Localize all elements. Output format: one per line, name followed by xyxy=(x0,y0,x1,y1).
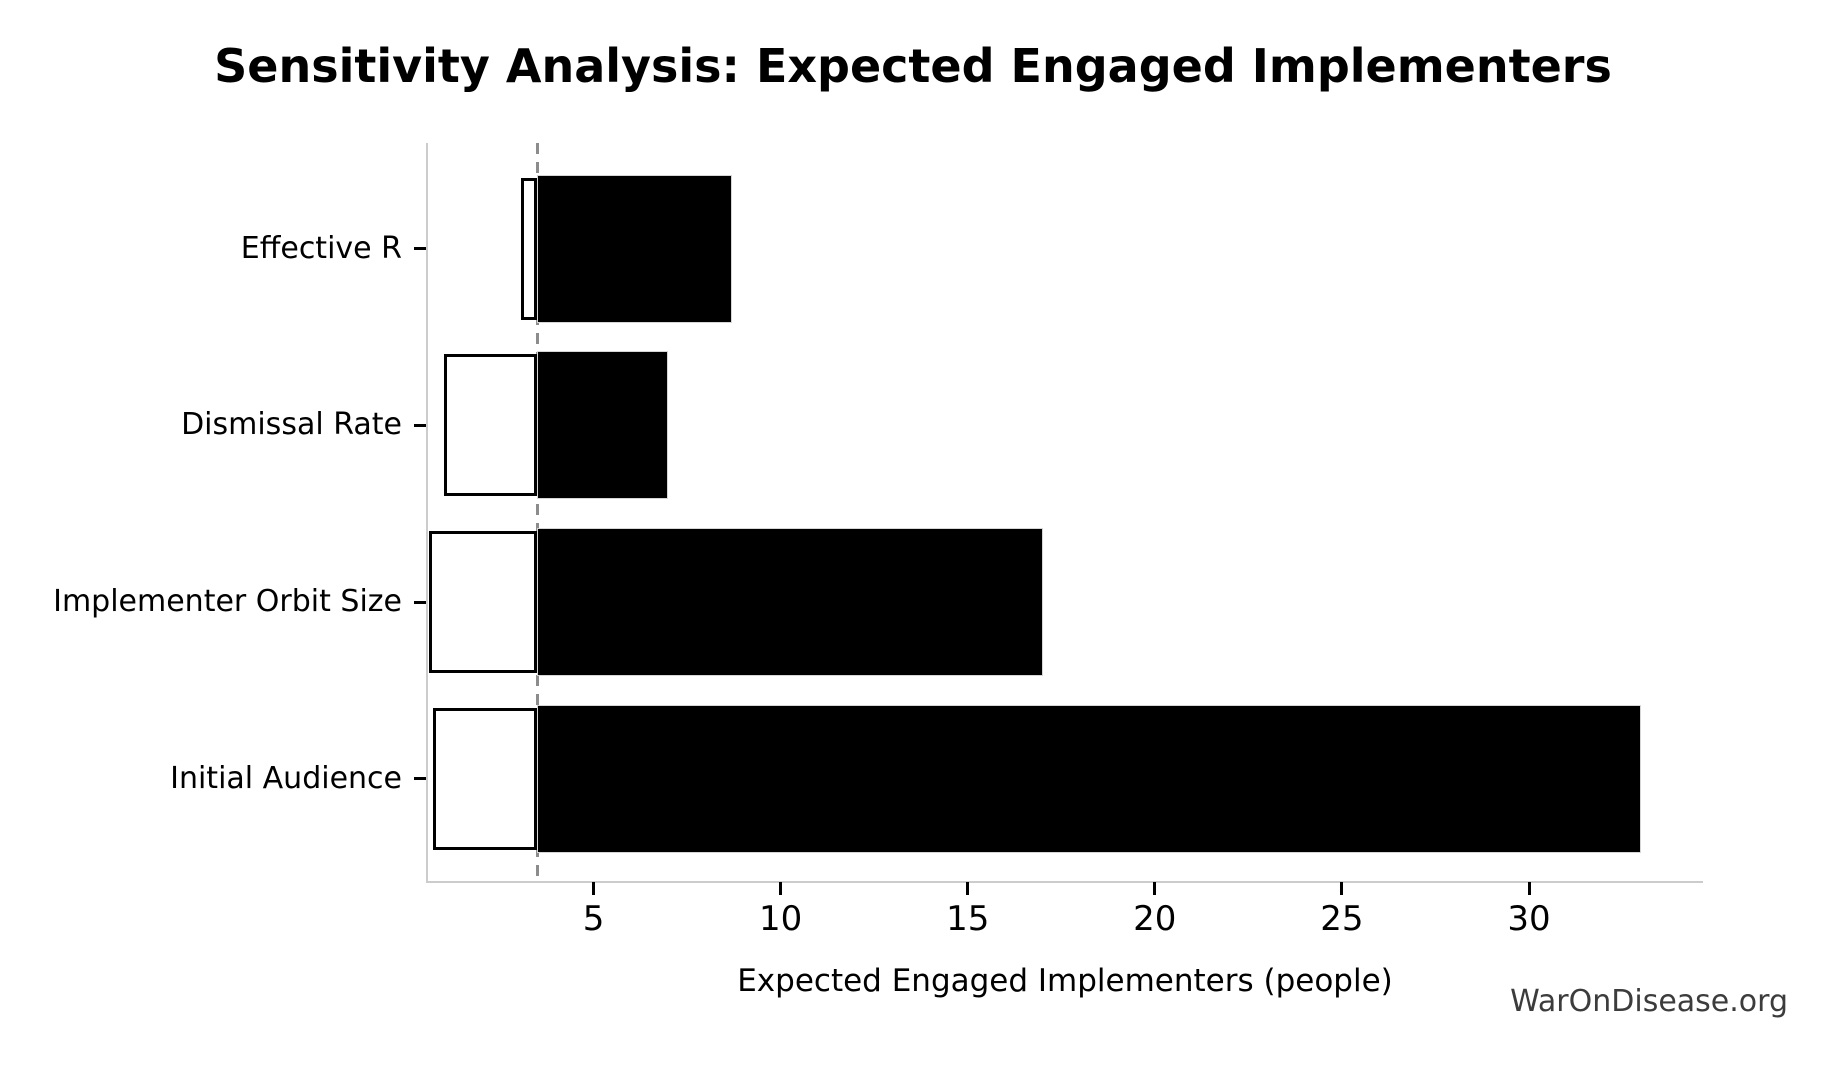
bar-high xyxy=(537,351,669,500)
y-tick-label: Dismissal Rate xyxy=(181,407,402,443)
x-tick-mark xyxy=(1153,882,1157,895)
baseline-dashed-line xyxy=(535,143,539,882)
x-tick-label: 20 xyxy=(1133,899,1177,939)
x-tick-label: 30 xyxy=(1507,899,1551,939)
x-tick-label: 10 xyxy=(758,899,803,939)
bar-low xyxy=(428,531,538,674)
y-tick-mark xyxy=(414,600,426,604)
x-axis-label: Expected Engaged Implementers (people) xyxy=(737,963,1393,999)
x-tick-mark xyxy=(592,882,596,895)
x-axis-spine xyxy=(426,881,1703,883)
y-tick-label: Implementer Orbit Size xyxy=(53,584,402,620)
x-tick-label: 5 xyxy=(582,899,605,939)
x-tick-label: 15 xyxy=(946,899,990,939)
bar-high xyxy=(537,704,1642,853)
bar-low xyxy=(520,177,538,320)
bar-high xyxy=(537,528,1043,677)
x-tick-mark xyxy=(1340,882,1344,895)
y-tick-label: Effective R xyxy=(240,230,402,266)
watermark-text: WarOnDisease.org xyxy=(1510,984,1788,1019)
x-tick-label: 25 xyxy=(1320,899,1364,939)
chart-title: Sensitivity Analysis: Expected Engaged I… xyxy=(214,39,1612,93)
y-tick-mark xyxy=(414,247,426,250)
y-tick-mark xyxy=(414,777,426,781)
x-tick-mark xyxy=(779,882,783,895)
bar-low xyxy=(443,354,538,497)
y-axis-spine xyxy=(426,143,428,882)
bar-high xyxy=(537,174,732,323)
y-tick-mark xyxy=(414,423,426,427)
bar-low xyxy=(432,707,538,850)
x-tick-mark xyxy=(1527,882,1531,895)
y-tick-label: Initial Audience xyxy=(170,760,402,796)
x-tick-mark xyxy=(966,882,970,895)
